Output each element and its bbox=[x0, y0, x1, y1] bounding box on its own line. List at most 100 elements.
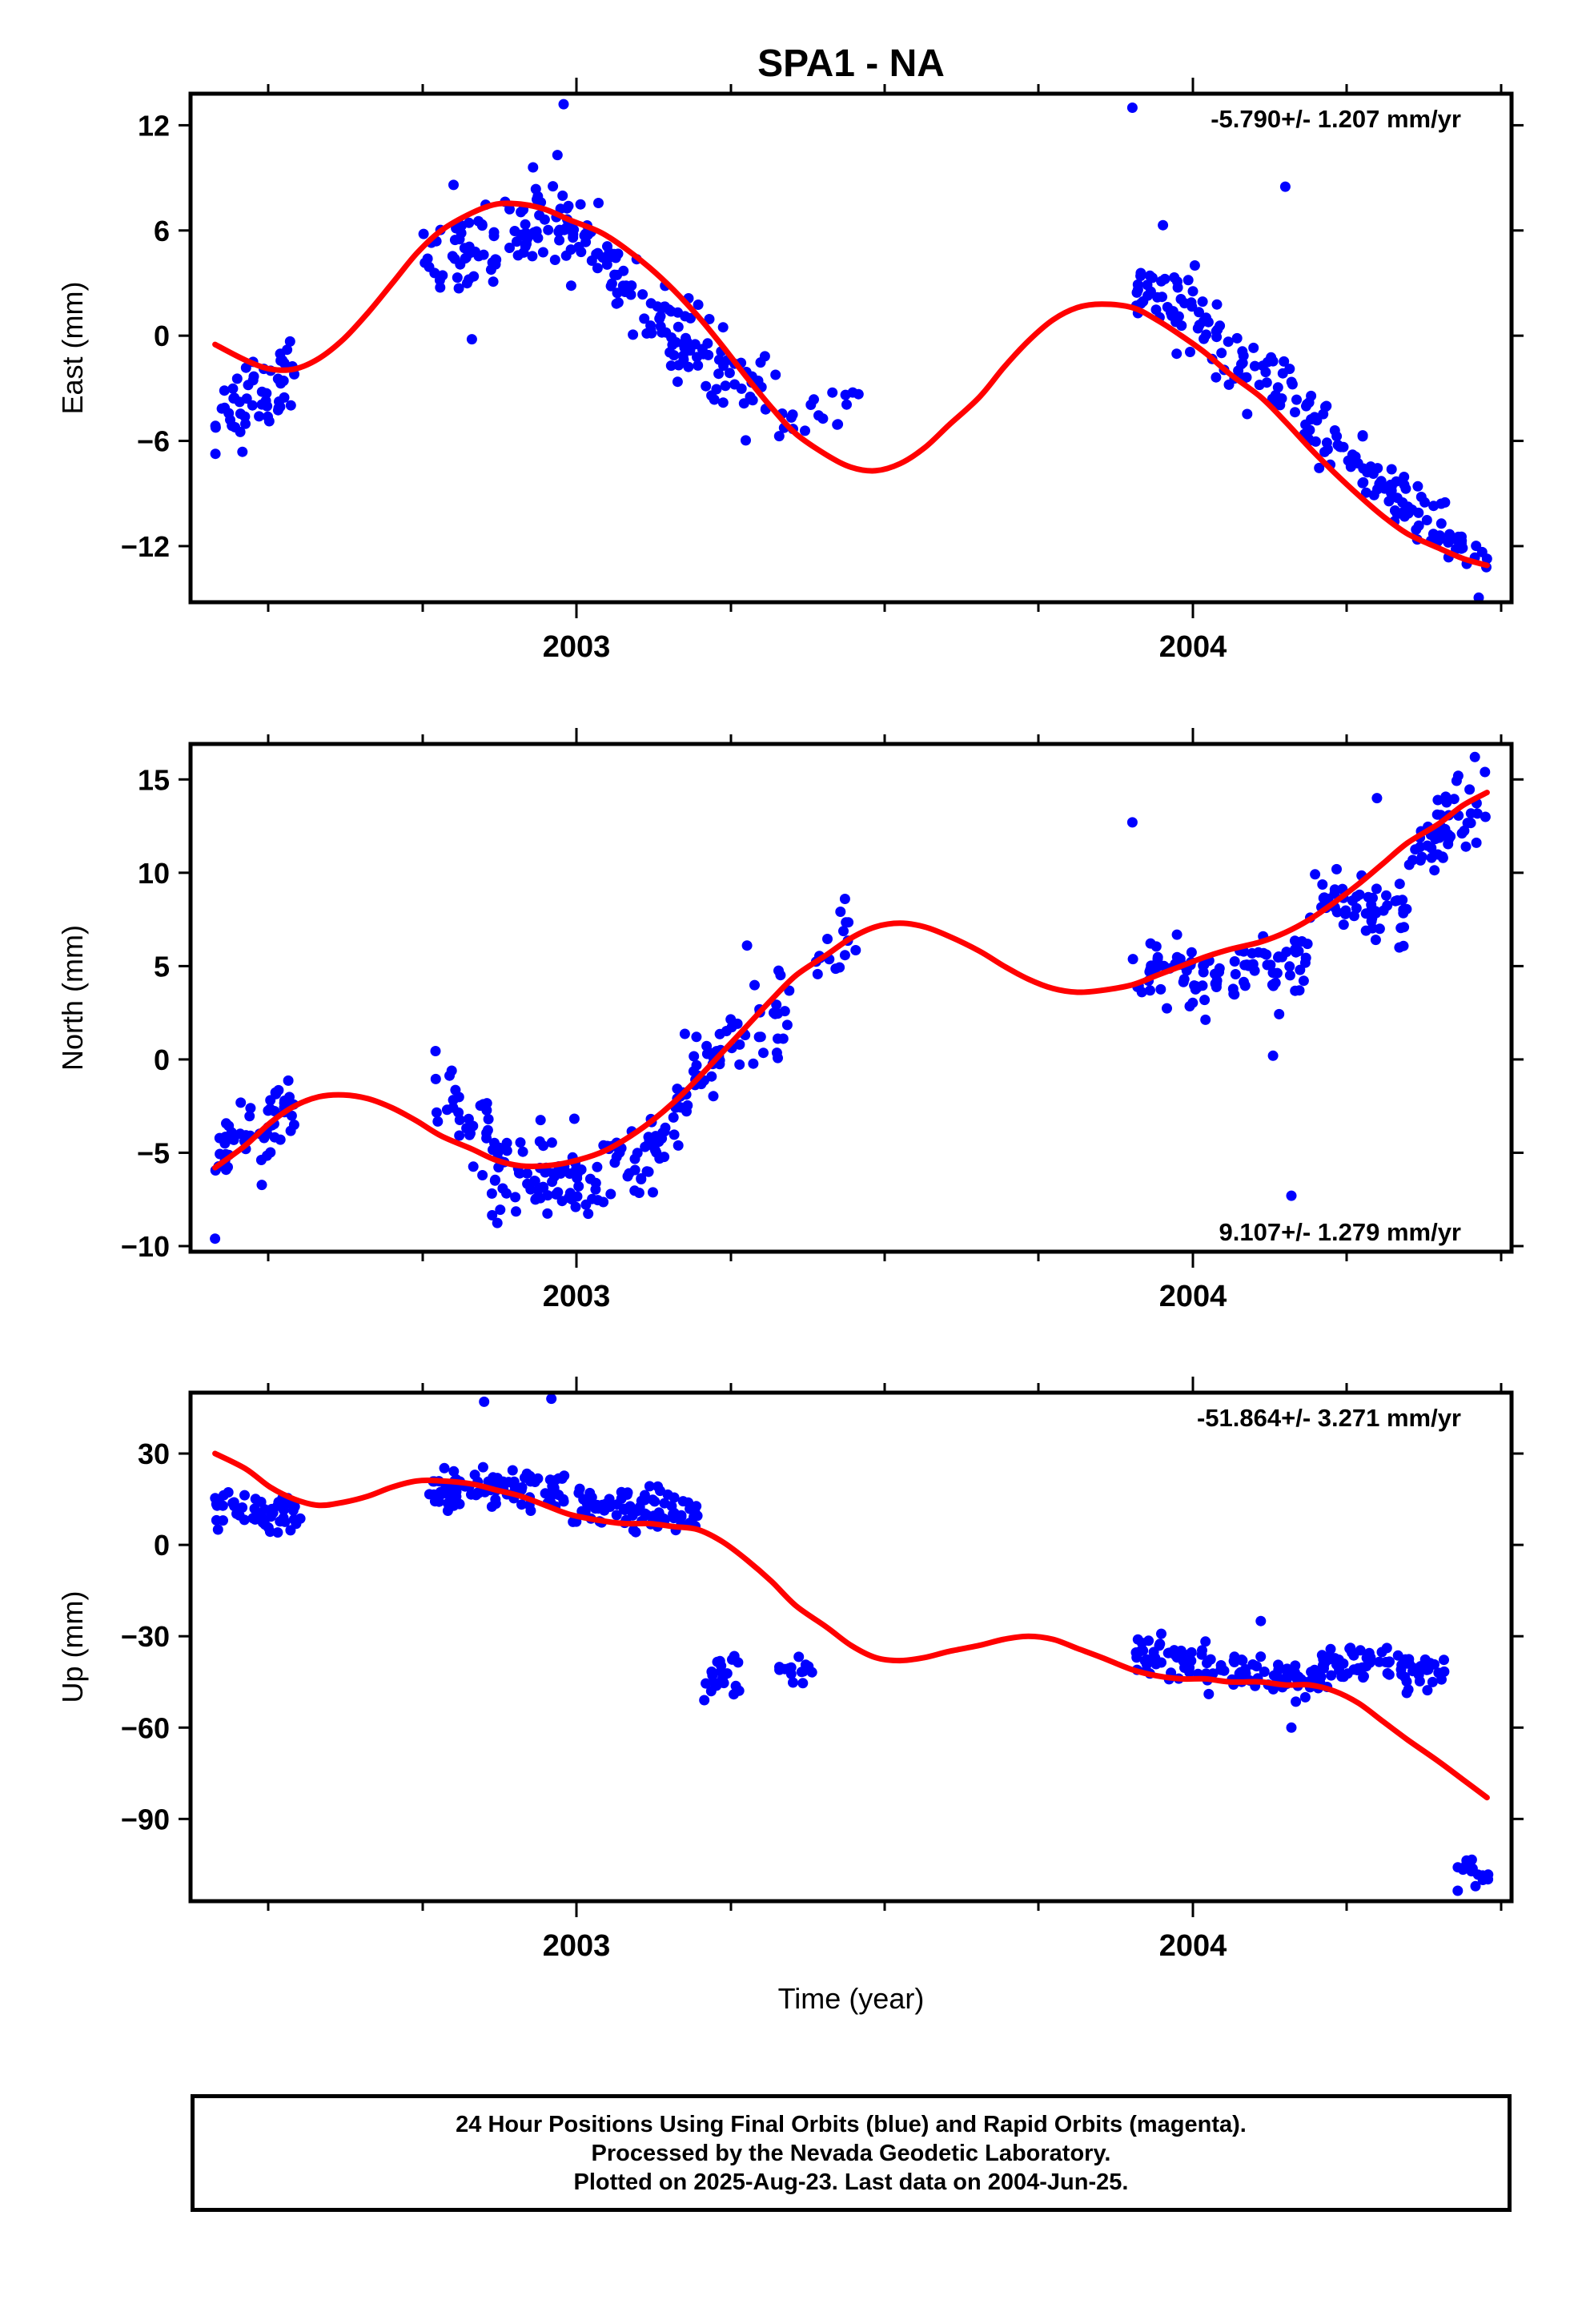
data-point bbox=[741, 435, 751, 446]
plot-frame-up bbox=[188, 1390, 1514, 1904]
data-point bbox=[285, 1525, 296, 1536]
data-point-outlier bbox=[448, 179, 459, 191]
data-point bbox=[1291, 1696, 1302, 1707]
data-point bbox=[445, 1494, 456, 1505]
data-point bbox=[282, 344, 293, 356]
data-point bbox=[1367, 892, 1378, 903]
data-point bbox=[1403, 1654, 1415, 1665]
data-point bbox=[1152, 954, 1163, 965]
data-point bbox=[512, 250, 524, 261]
data-point bbox=[557, 190, 568, 201]
y-tick-label: −90 bbox=[121, 1803, 170, 1835]
data-point bbox=[832, 419, 843, 430]
data-point bbox=[755, 357, 766, 368]
data-point bbox=[652, 301, 663, 312]
data-point bbox=[565, 244, 576, 255]
data-point bbox=[454, 1115, 465, 1125]
data-point bbox=[711, 1680, 722, 1691]
data-point bbox=[618, 1503, 629, 1514]
data-point bbox=[1413, 1670, 1424, 1680]
data-point bbox=[841, 399, 852, 410]
data-point bbox=[573, 1180, 584, 1192]
data-point bbox=[234, 1510, 245, 1521]
data-point-outlier bbox=[1286, 1190, 1297, 1201]
data-point bbox=[1247, 1659, 1259, 1670]
data-point bbox=[1481, 553, 1492, 565]
data-point bbox=[263, 416, 275, 427]
data-point bbox=[516, 1482, 528, 1493]
fit-curve-up bbox=[212, 1450, 1490, 1801]
data-point bbox=[1152, 961, 1163, 972]
data-point bbox=[464, 241, 475, 252]
data-point bbox=[573, 1487, 584, 1498]
data-point bbox=[1170, 316, 1182, 328]
data-point bbox=[525, 1184, 536, 1195]
data-point bbox=[609, 1157, 620, 1168]
footer-line-processed: Processed by the Nevada Geodetic Laborat… bbox=[591, 2140, 1111, 2166]
data-point bbox=[714, 1655, 725, 1667]
y-axis-label-up: Up (mm) bbox=[56, 1591, 89, 1703]
data-point bbox=[1200, 1014, 1211, 1025]
data-point bbox=[579, 230, 590, 241]
data-point bbox=[1143, 1635, 1154, 1647]
data-point bbox=[219, 385, 230, 396]
data-point bbox=[220, 1164, 231, 1176]
data-point bbox=[1171, 348, 1182, 360]
data-point bbox=[1392, 895, 1403, 906]
data-point bbox=[1156, 1628, 1166, 1639]
data-point bbox=[1184, 1001, 1195, 1011]
data-point bbox=[669, 350, 680, 361]
data-point bbox=[494, 1142, 505, 1153]
panel-east: 12 6 0 −6 −12 2003 2004 East (mm) -5.790+/- 1.20… bbox=[56, 78, 1524, 664]
data-point bbox=[1272, 382, 1283, 393]
data-point bbox=[1443, 829, 1454, 840]
data-point bbox=[729, 1689, 739, 1700]
data-point bbox=[1403, 1684, 1414, 1695]
data-point bbox=[275, 355, 287, 366]
data-point bbox=[210, 422, 221, 433]
data-point bbox=[430, 1073, 441, 1084]
data-point bbox=[271, 1088, 282, 1100]
data-point bbox=[612, 269, 623, 280]
data-point bbox=[284, 336, 295, 347]
data-point bbox=[503, 1477, 514, 1488]
data-point bbox=[612, 287, 623, 299]
data-point bbox=[1172, 282, 1183, 293]
data-point bbox=[418, 228, 429, 239]
data-point bbox=[1197, 296, 1208, 308]
footer-line-plotted: Plotted on 2025-Aug-23. Last data on 200… bbox=[573, 2169, 1129, 2195]
data-point bbox=[1351, 1665, 1363, 1675]
data-point-outlier bbox=[552, 150, 563, 161]
data-point bbox=[676, 1510, 687, 1521]
data-point bbox=[639, 313, 650, 324]
data-point bbox=[677, 1496, 689, 1507]
data-point bbox=[548, 181, 559, 192]
data-point bbox=[1190, 983, 1201, 995]
data-point bbox=[1314, 462, 1325, 473]
data-point bbox=[478, 1099, 489, 1110]
data-point bbox=[648, 1510, 660, 1522]
data-point bbox=[669, 1129, 680, 1140]
data-points-east bbox=[210, 99, 1492, 602]
data-point bbox=[797, 1678, 809, 1689]
data-point bbox=[758, 1047, 769, 1059]
data-point bbox=[227, 420, 238, 432]
data-point bbox=[1201, 329, 1212, 340]
data-point bbox=[234, 396, 245, 408]
data-point bbox=[525, 1506, 536, 1516]
data-point bbox=[273, 402, 284, 413]
data-point bbox=[626, 280, 637, 292]
data-point bbox=[666, 332, 677, 343]
data-point bbox=[1203, 316, 1214, 328]
data-point bbox=[1203, 1688, 1215, 1699]
data-points-north bbox=[210, 751, 1491, 1244]
x-tick-label: 2004 bbox=[1159, 1929, 1227, 1963]
data-point bbox=[840, 389, 851, 400]
data-point bbox=[1338, 919, 1349, 931]
data-point bbox=[487, 257, 498, 268]
data-point bbox=[1386, 464, 1397, 475]
data-point bbox=[254, 411, 265, 422]
data-point bbox=[1399, 511, 1410, 522]
data-point bbox=[1360, 487, 1371, 498]
data-point bbox=[1392, 1650, 1403, 1661]
